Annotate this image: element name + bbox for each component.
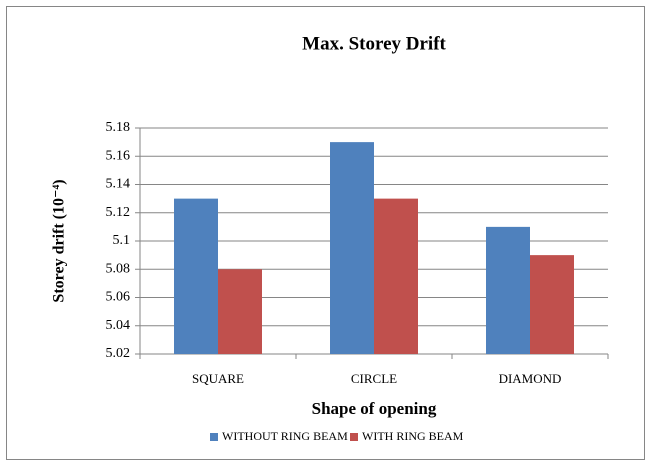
legend-label: WITHOUT RING BEAM: [222, 429, 348, 443]
y-tick-label: 5.06: [106, 290, 131, 305]
y-tick-label: 5.14: [106, 177, 131, 192]
bar: [174, 198, 218, 354]
x-tick-label: SQUARE: [192, 371, 244, 386]
y-tick-label: 5.08: [106, 261, 131, 276]
y-axis-label: Storey drift (10⁻⁴): [51, 179, 68, 302]
bar: [330, 142, 374, 354]
bar: [218, 269, 262, 354]
legend-label: WITH RING BEAM: [362, 429, 464, 443]
y-tick-label: 5.02: [106, 346, 131, 361]
bar: [486, 226, 530, 354]
y-tick-label: 5.18: [106, 120, 131, 135]
chart-border: [6, 6, 645, 460]
x-tick-label: CIRCLE: [351, 371, 397, 386]
y-tick-label: 5.04: [106, 318, 131, 333]
x-tick-label: DIAMOND: [499, 371, 562, 386]
y-tick-label: 5.12: [106, 205, 131, 220]
legend-swatch: [210, 433, 218, 441]
y-tick-label: 5.1: [113, 233, 131, 248]
x-axis-label: Shape of opening: [312, 399, 437, 418]
chart-title: Max. Storey Drift: [302, 33, 446, 54]
y-tick-label: 5.16: [106, 148, 131, 163]
bar: [374, 198, 418, 354]
bar: [530, 255, 574, 354]
legend-swatch: [350, 433, 358, 441]
